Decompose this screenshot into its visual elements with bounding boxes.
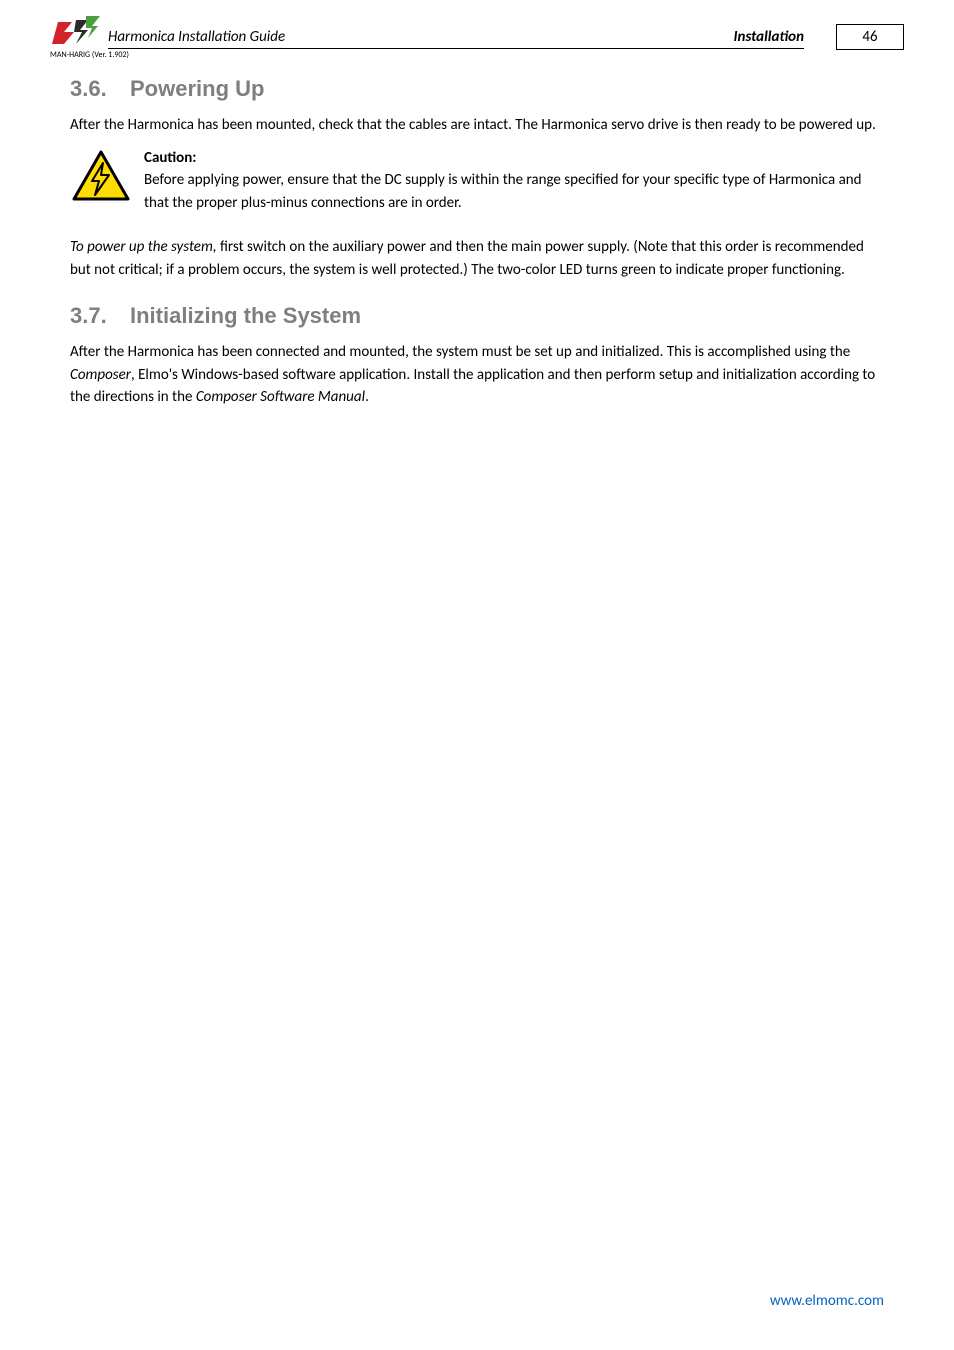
warning-icon: [70, 147, 144, 210]
doc-reference: MAN-HARIG (Ver. 1.902): [50, 50, 129, 60]
header-rule: [108, 48, 804, 49]
section-3-6-p1: After the Harmonica has been mounted, ch…: [70, 114, 884, 137]
p1-composer: Composer: [70, 366, 131, 384]
p1-c: .: [365, 388, 369, 406]
heading-3-6: 3.6.Powering Up: [70, 76, 884, 102]
p1-manual: Composer Software Manual: [196, 388, 365, 406]
footer-url[interactable]: www.elmomc.com: [770, 1292, 884, 1310]
p2-italic-lead: To power up the system,: [70, 238, 217, 256]
heading-number: 3.6.: [70, 76, 130, 102]
heading-text: Powering Up: [130, 76, 264, 101]
brand-logo: [50, 14, 102, 55]
heading-text: Initializing the System: [130, 303, 361, 328]
caution-label: Caution:: [144, 149, 196, 167]
heading-number: 3.7.: [70, 303, 130, 329]
p1-b: , Elmo's Windows-based software applicat…: [70, 366, 875, 407]
section-3-7-p1: After the Harmonica has been connected a…: [70, 341, 884, 409]
heading-3-7: 3.7.Initializing the System: [70, 303, 884, 329]
header-section-label: Installation: [734, 28, 804, 46]
caution-body: Before applying power, ensure that the D…: [144, 171, 862, 212]
section-3-6-p2: To power up the system, first switch on …: [70, 236, 884, 281]
page-number: 46: [836, 24, 904, 50]
p1-a: After the Harmonica has been connected a…: [70, 343, 850, 361]
guide-title: Harmonica Installation Guide: [108, 28, 285, 46]
